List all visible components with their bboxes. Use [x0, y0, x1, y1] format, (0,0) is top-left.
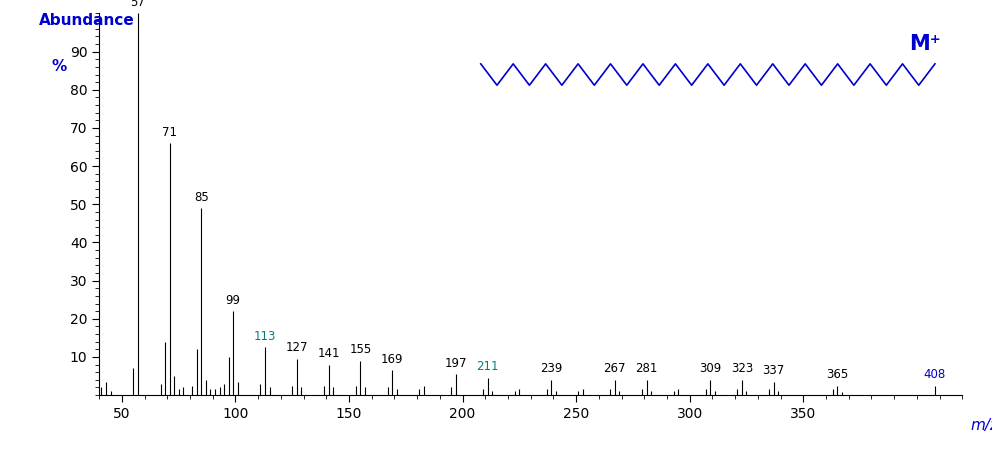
Text: 337: 337 [763, 364, 785, 377]
Text: 281: 281 [635, 362, 658, 375]
Text: 169: 169 [381, 353, 404, 366]
Text: 239: 239 [540, 362, 562, 375]
Text: %: % [52, 59, 67, 74]
Text: 155: 155 [349, 343, 372, 356]
Text: m/z: m/z [971, 418, 992, 433]
Text: M⁺: M⁺ [909, 34, 940, 54]
Text: 211: 211 [476, 361, 499, 374]
Text: 71: 71 [162, 126, 178, 139]
Text: 197: 197 [444, 357, 467, 370]
Text: 408: 408 [924, 368, 946, 381]
Text: 141: 141 [317, 347, 340, 360]
Text: 323: 323 [731, 362, 753, 375]
Text: 309: 309 [699, 362, 721, 375]
Text: Abundance: Abundance [39, 13, 135, 28]
Text: 57: 57 [130, 0, 145, 9]
Text: 99: 99 [226, 294, 241, 307]
Text: 113: 113 [254, 330, 276, 343]
Text: 267: 267 [603, 362, 626, 375]
Text: 85: 85 [194, 190, 208, 203]
Text: 127: 127 [286, 341, 309, 354]
Text: 365: 365 [826, 368, 848, 381]
